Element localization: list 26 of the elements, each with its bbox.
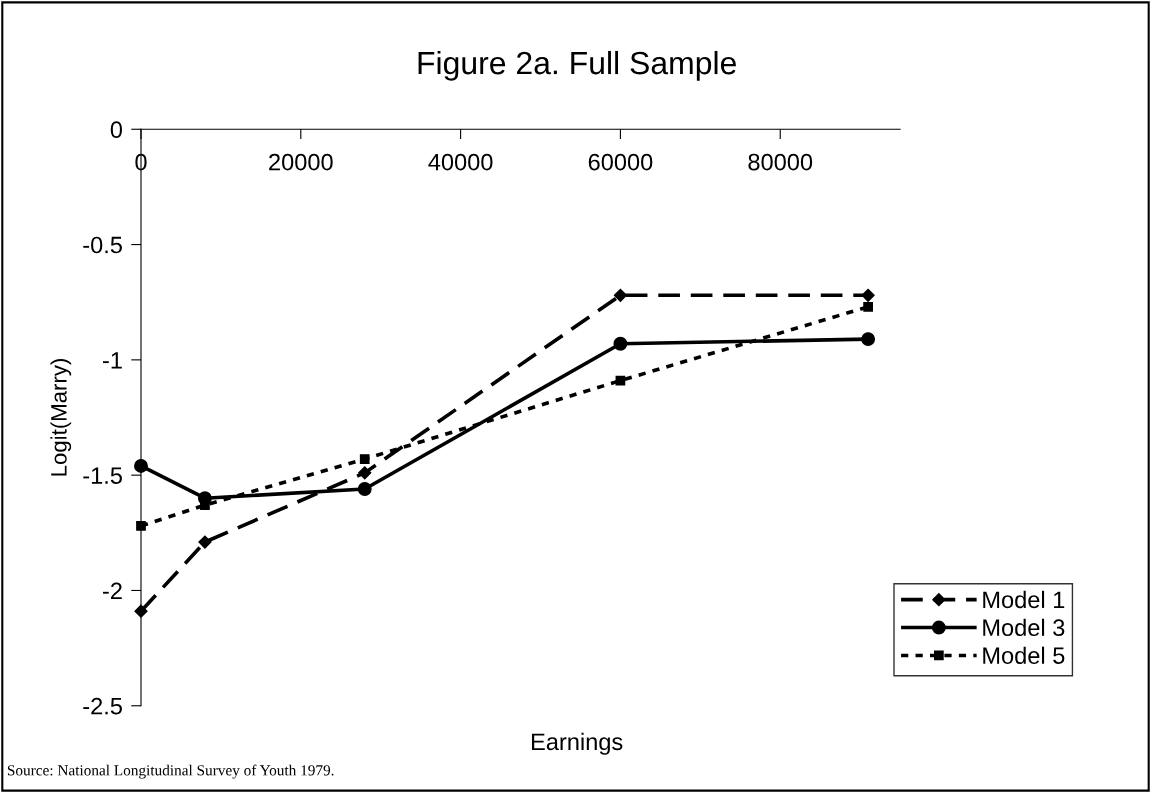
legend-label: Model 1 (983, 590, 1065, 609)
point (359, 454, 370, 464)
x-axis-title: Earnings (532, 732, 623, 755)
point (357, 482, 372, 496)
point (358, 466, 372, 480)
y-tick-label: -2.5 (83, 697, 122, 715)
x-tick-label: 20000 (269, 153, 333, 171)
x-tick-label: 40000 (428, 153, 493, 171)
legend-label: Model 3 (983, 618, 1065, 637)
y-tick-label: -2 (103, 582, 122, 600)
point (861, 332, 876, 347)
y-tick-label: -1 (103, 352, 122, 369)
x-tick-label: 60000 (588, 153, 653, 171)
source-note: Source: National Longitudinal Survey of Youth 1979. (7, 764, 334, 779)
point (613, 336, 628, 351)
point (198, 535, 212, 549)
point (863, 301, 873, 312)
y-axis-title: Logit(Marry) (50, 359, 72, 476)
legend-label: Model 5 (983, 646, 1065, 664)
y-tick-label: -0.5 (83, 236, 122, 254)
point (861, 288, 875, 302)
y-tick-label: -1.5 (83, 467, 122, 484)
x-tick-label: 80000 (748, 153, 813, 171)
point (613, 288, 628, 302)
y-tick-label: 0 (110, 121, 123, 139)
chart-title: Figure 2a. Full Sample (418, 50, 736, 81)
